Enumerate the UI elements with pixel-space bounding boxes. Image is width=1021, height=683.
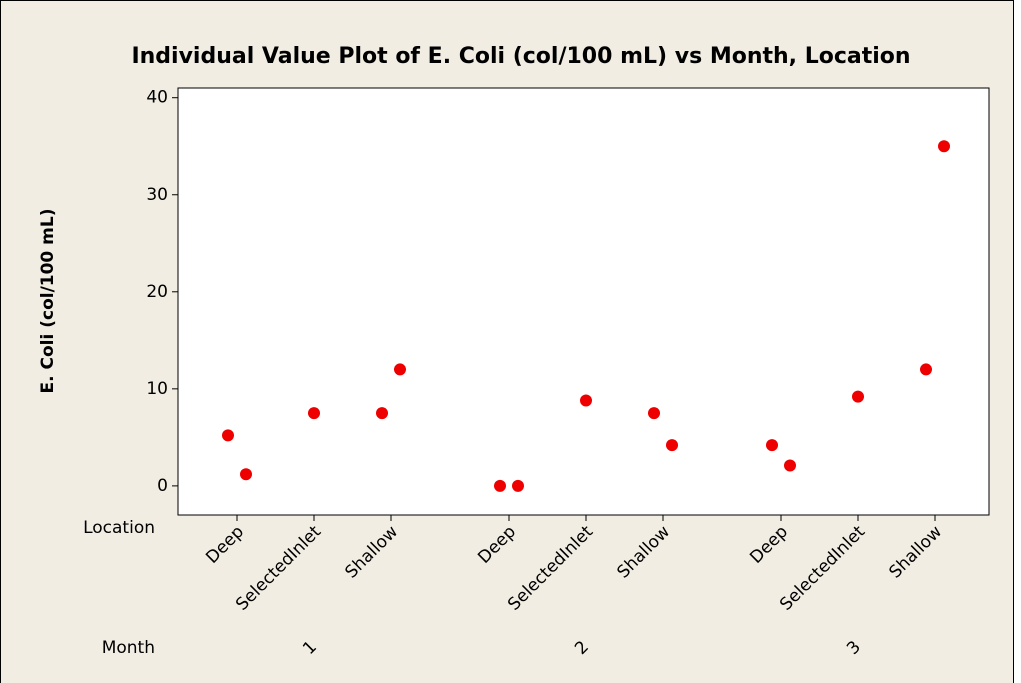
point	[920, 363, 932, 376]
row-label: Month	[102, 638, 155, 658]
point	[580, 394, 592, 407]
row-label: Location	[83, 518, 155, 538]
point	[666, 439, 678, 452]
point	[512, 479, 524, 492]
chart-title: Individual Value Plot of E. Coli (col/10…	[131, 44, 910, 69]
y-tick-label: 0	[157, 476, 168, 496]
point	[648, 407, 660, 420]
point	[784, 459, 796, 472]
y-axis-label: E. Coli (col/100 mL)	[38, 209, 58, 394]
point	[240, 468, 252, 481]
point	[938, 140, 950, 153]
point	[376, 407, 388, 420]
point	[766, 439, 778, 452]
point	[394, 363, 406, 376]
point	[852, 390, 864, 403]
y-tick-label: 20	[146, 282, 168, 302]
point	[222, 429, 234, 442]
y-tick-label: 40	[146, 88, 168, 108]
y-tick-label: 30	[146, 185, 168, 205]
plot-area	[177, 87, 990, 516]
y-tick-label: 10	[146, 379, 168, 399]
point	[494, 479, 506, 492]
point	[308, 407, 320, 420]
